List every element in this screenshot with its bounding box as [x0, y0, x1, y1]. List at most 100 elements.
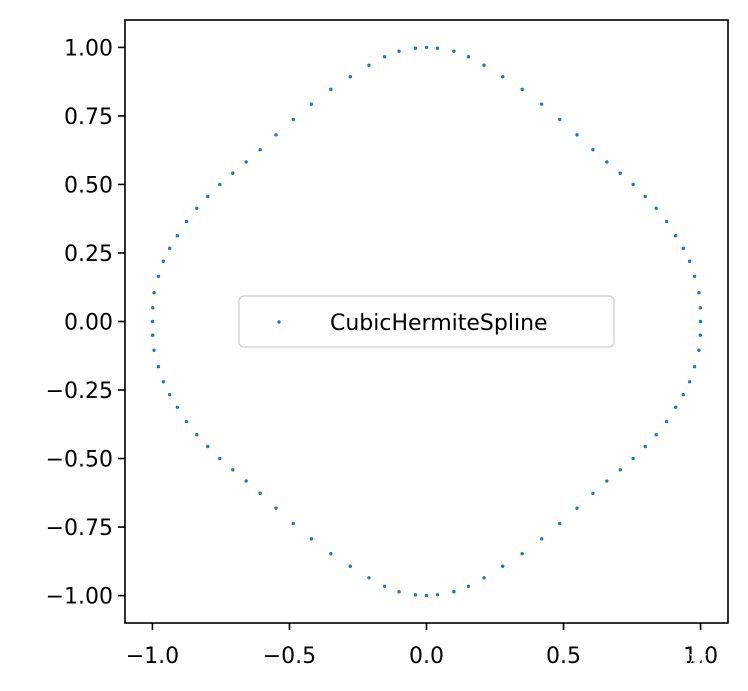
data-point	[258, 491, 262, 496]
x-axis-ticks: −1.0 −0.5 0.0 0.5 1.0	[126, 623, 718, 669]
data-point	[382, 55, 387, 59]
data-point	[618, 171, 622, 175]
data-point	[413, 46, 418, 50]
data-point	[184, 419, 189, 424]
data-point	[184, 219, 189, 224]
y-tick-label: 1.00	[64, 36, 113, 61]
data-point	[643, 194, 647, 199]
data-point	[150, 306, 155, 310]
axes-frame	[124, 19, 729, 624]
data-point	[348, 75, 352, 79]
x-tick-label: 1.0	[683, 644, 718, 669]
data-point	[150, 319, 155, 324]
data-point	[520, 551, 524, 556]
data-point	[231, 468, 235, 472]
y-tick-label: −1.00	[46, 585, 113, 610]
data-point	[654, 433, 658, 437]
data-point	[167, 392, 172, 397]
data-point	[424, 593, 429, 598]
data-point	[206, 194, 210, 199]
data-point	[698, 319, 703, 324]
data-point	[397, 49, 401, 53]
data-point	[367, 63, 371, 67]
data-point	[482, 63, 486, 67]
legend-box	[238, 295, 615, 348]
data-point	[643, 444, 647, 449]
data-point	[697, 291, 701, 295]
data-point	[452, 49, 456, 53]
data-point	[501, 75, 505, 79]
data-point	[367, 576, 371, 580]
data-point	[329, 551, 333, 556]
data-point	[382, 584, 387, 588]
data-point	[687, 259, 692, 263]
data-point	[175, 405, 180, 409]
data-point	[673, 234, 678, 238]
data-point	[291, 521, 295, 526]
data-point	[539, 537, 544, 541]
data-point	[631, 456, 635, 461]
y-axis-ticks: 1.00 0.75 0.50 0.25 0.00 −0.25 −0.50 −0.75 −1.00	[46, 36, 125, 610]
data-point	[539, 102, 544, 106]
data-point	[274, 133, 278, 137]
data-point	[291, 117, 295, 122]
data-point	[687, 380, 692, 384]
y-tick-label: 0.75	[64, 105, 113, 130]
data-point	[520, 87, 524, 92]
x-tick-label: −0.5	[263, 644, 316, 669]
data-point	[218, 182, 222, 187]
data-point	[681, 392, 686, 397]
data-point	[698, 306, 703, 310]
data-point	[329, 87, 333, 92]
data-point	[631, 182, 635, 187]
points-layer	[150, 45, 703, 598]
data-point	[435, 46, 440, 50]
y-tick-label: −0.75	[46, 516, 113, 541]
x-tick-label: −1.0	[126, 644, 179, 669]
data-point	[575, 133, 579, 137]
data-point	[150, 333, 155, 337]
data-point	[424, 45, 429, 50]
legend: CubicHermiteSpline	[238, 295, 615, 348]
y-tick-label: 0.50	[64, 173, 113, 198]
data-point	[397, 590, 401, 594]
data-point	[697, 348, 701, 352]
legend-label: CubicHermiteSpline	[330, 311, 548, 336]
data-point	[466, 55, 471, 59]
y-tick-label: 0.00	[64, 311, 113, 336]
data-point	[654, 206, 658, 210]
y-tick-label: −0.25	[46, 379, 113, 404]
data-point	[575, 506, 579, 510]
data-point	[244, 479, 248, 483]
data-point	[501, 564, 505, 568]
watermark-text: 知乎 @二西林	[588, 649, 708, 671]
data-point	[309, 102, 314, 106]
data-point	[413, 593, 418, 597]
data-point	[244, 160, 248, 164]
data-point	[195, 206, 199, 210]
y-tick-label: −0.50	[46, 448, 113, 473]
data-point	[698, 333, 703, 337]
data-point	[435, 593, 440, 597]
data-point	[673, 405, 678, 409]
data-point	[258, 147, 262, 152]
data-point	[274, 506, 278, 510]
data-point	[605, 479, 609, 483]
data-point	[206, 444, 210, 449]
data-point	[591, 491, 595, 496]
data-point	[309, 537, 314, 541]
data-point	[231, 171, 235, 175]
data-point	[156, 365, 161, 369]
data-point	[664, 219, 669, 224]
data-point	[167, 246, 172, 251]
data-point	[591, 147, 595, 152]
y-tick-label: 0.25	[64, 242, 113, 267]
data-point	[218, 456, 222, 461]
data-point	[605, 160, 609, 164]
data-point	[558, 117, 562, 122]
x-tick-label: 0.0	[409, 644, 444, 669]
data-point	[466, 584, 471, 588]
data-point	[156, 274, 161, 278]
